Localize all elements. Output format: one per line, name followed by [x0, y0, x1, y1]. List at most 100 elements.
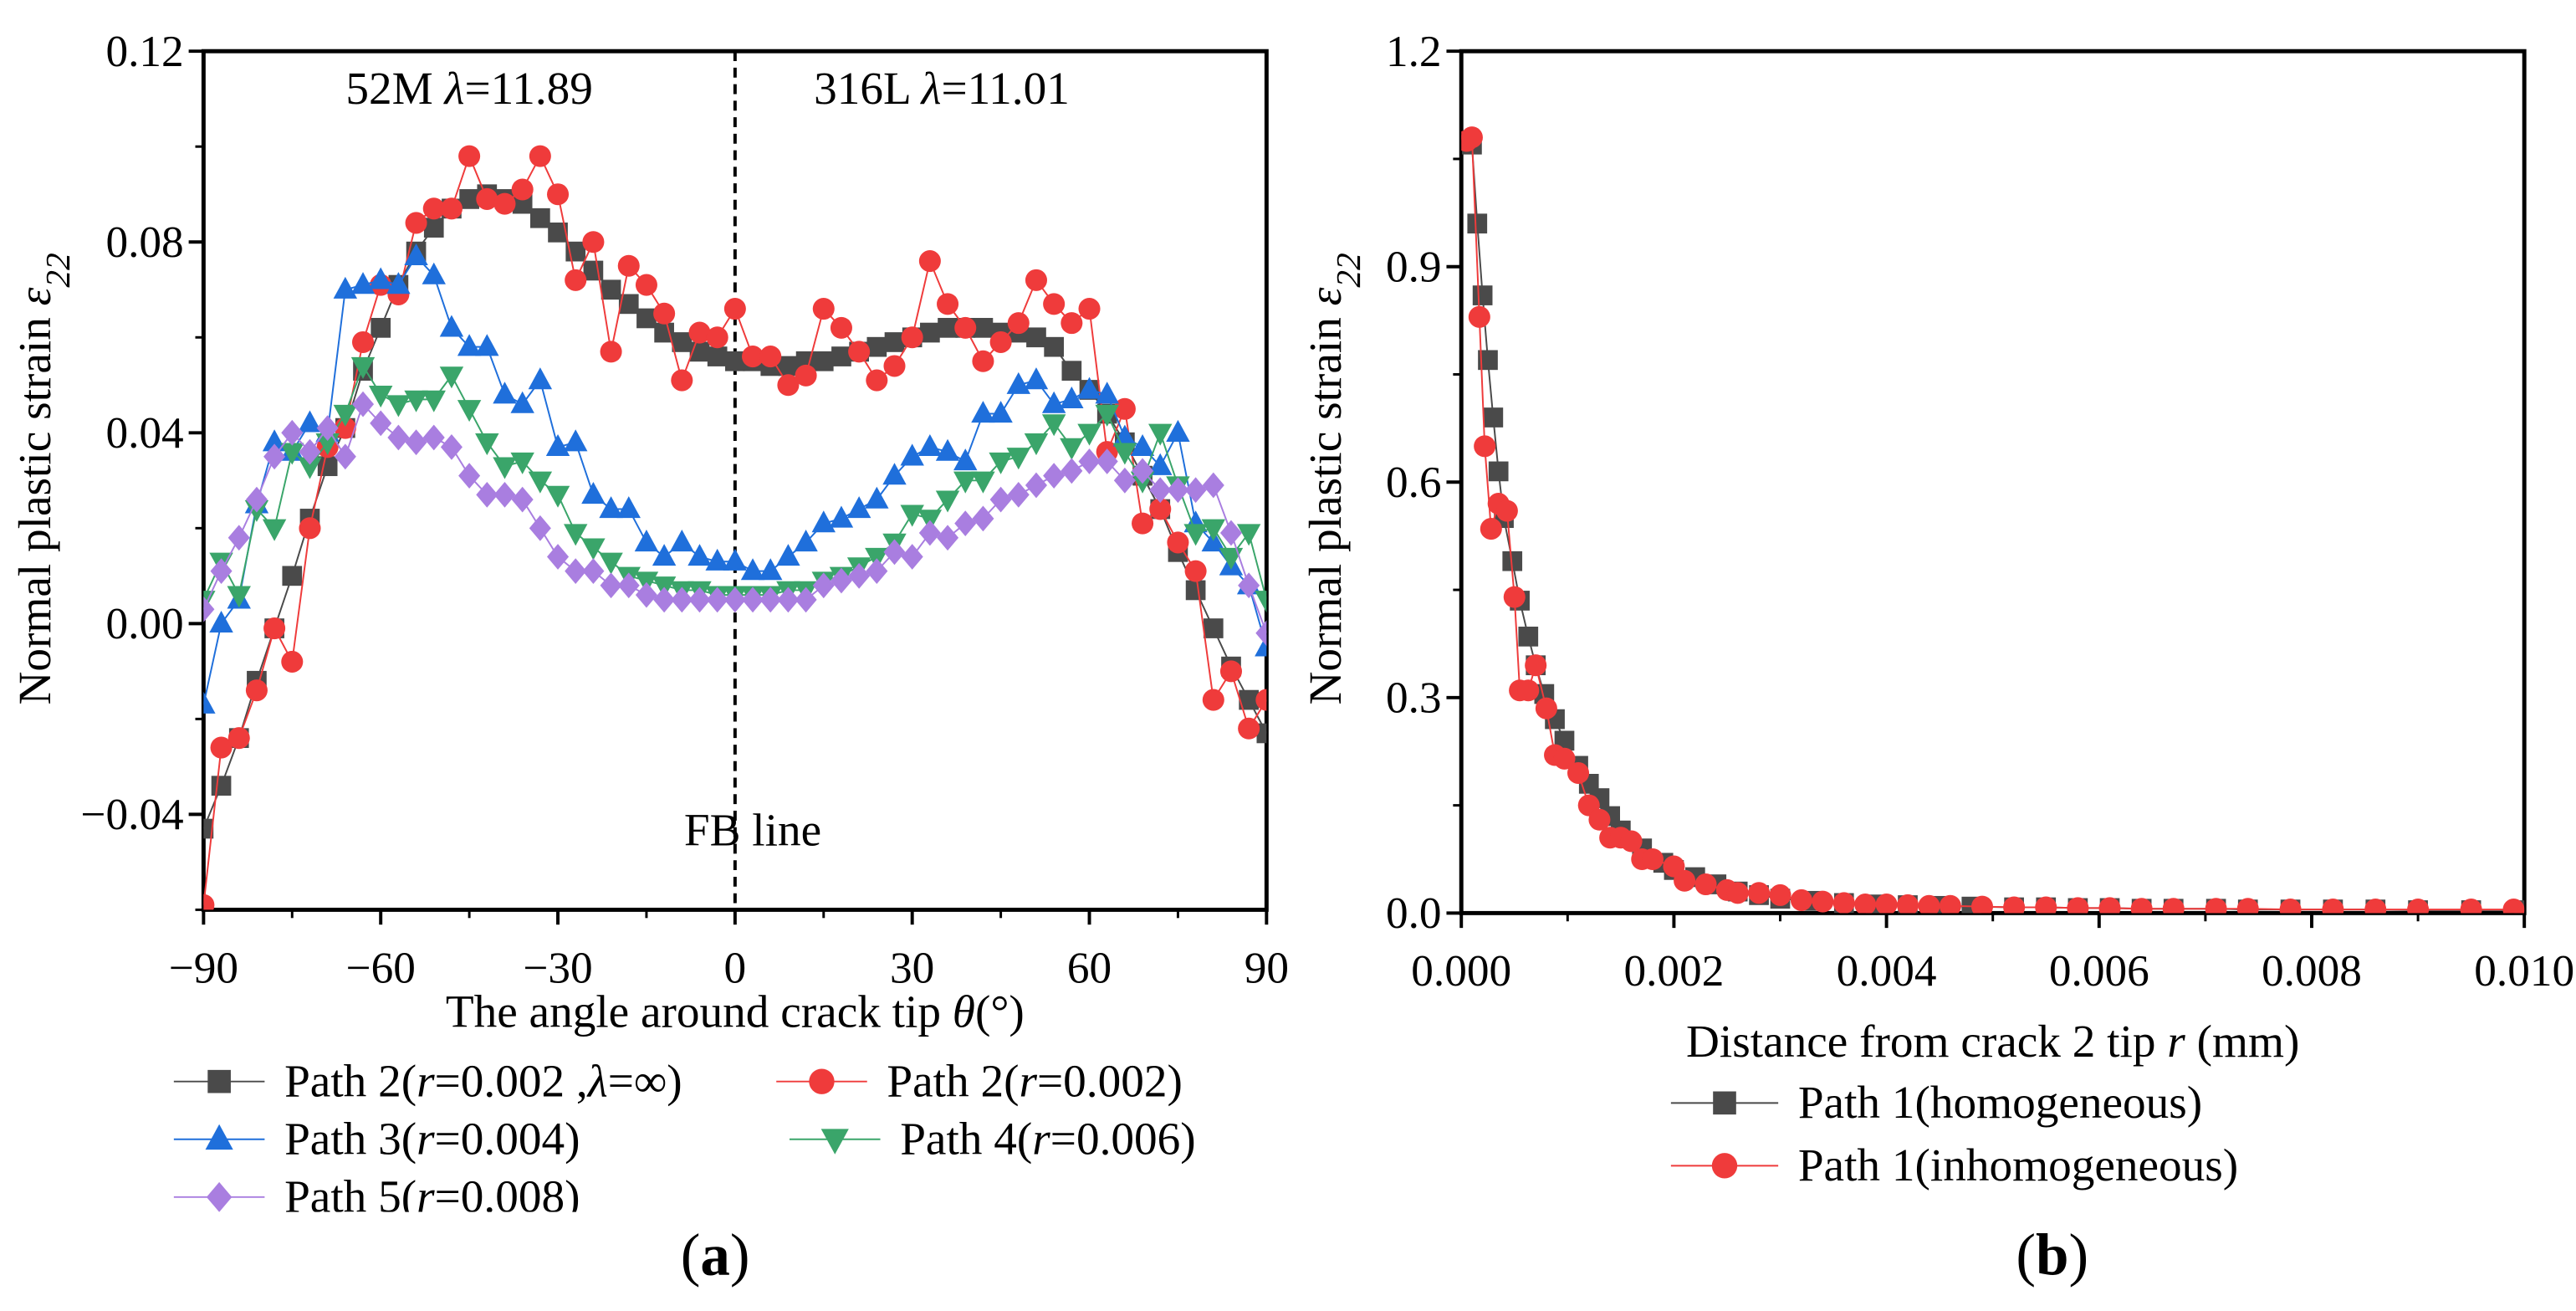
legend-label: Path 5(r=0.008) [284, 1171, 580, 1222]
y-tick-label: 0.04 [105, 408, 183, 458]
data-point [1130, 434, 1155, 457]
data-point [1219, 547, 1244, 570]
data-point [333, 404, 358, 427]
data-point [1483, 407, 1504, 428]
data-point [280, 443, 304, 465]
panel-label: (b) [2016, 1223, 2088, 1288]
data-point [387, 424, 410, 451]
data-point [725, 351, 745, 371]
data-point [1620, 830, 1643, 853]
data-point [1535, 697, 1557, 720]
data-point [1480, 518, 1502, 540]
data-point [935, 490, 960, 513]
data-point [1495, 499, 1518, 522]
data-point [830, 567, 852, 594]
legend: Path 2(r=0.002 ,λ=∞) Path 2(r=0.002) Path … [173, 1055, 1196, 1222]
data-point [1026, 327, 1046, 348]
data-point [740, 558, 765, 581]
chart-panel-a: −90 −60 −30 0 30 60 90 −0.04 0.00 0.04 0.08 0.12 The… [9, 27, 1289, 1288]
y-axis-label: Normal plastic strain ε22 [1300, 253, 1367, 704]
data-point [971, 401, 995, 423]
legend: Path 1(homogeneous) Path 1(inhomogeneous) [1670, 1077, 2238, 1191]
data-point [1918, 894, 1940, 914]
data-point [1025, 269, 1047, 291]
data-point [723, 586, 746, 613]
data-point [2067, 897, 2089, 914]
data-point [795, 364, 817, 387]
data-point [2407, 899, 2430, 914]
legend-marker-icon [205, 1124, 233, 1150]
data-point [1769, 883, 1791, 906]
data-point [1044, 336, 1064, 357]
data-point [1256, 723, 1267, 744]
data-point [263, 617, 286, 640]
data-point [405, 429, 427, 456]
data-point [2460, 899, 2482, 914]
data-point [865, 486, 889, 509]
data-point [529, 145, 551, 167]
data-point [565, 269, 587, 291]
data-point [1007, 312, 1030, 335]
data-point [2322, 899, 2344, 914]
data-point [1060, 386, 1084, 409]
data-point [1641, 848, 1664, 871]
y-axis-label: Normal plastic strain ε22 [9, 253, 77, 704]
data-point [457, 334, 482, 356]
plot-frame [1459, 49, 2527, 915]
data-point [422, 424, 445, 451]
legend-label: Path 2(r=0.002) [887, 1055, 1182, 1106]
data-point [281, 419, 304, 446]
data-point [1149, 498, 1172, 520]
y-tick-label: 1.2 [1386, 27, 1442, 76]
data-point [581, 482, 606, 504]
data-point [2035, 896, 2057, 914]
data-point [1812, 890, 1834, 913]
data-point [1185, 580, 1206, 601]
data-point [2279, 899, 2302, 914]
data-point [547, 544, 570, 570]
data-point [1790, 889, 1812, 911]
series-line [1470, 144, 2525, 911]
data-point [1167, 531, 1189, 554]
data-point [530, 207, 550, 228]
data-point [671, 369, 693, 392]
data-point [493, 457, 517, 479]
data-point [846, 496, 871, 519]
y-tick-label: 0.3 [1386, 673, 1442, 723]
x-tick-label: 0.004 [1837, 946, 1937, 996]
data-point [972, 505, 994, 532]
data-point [616, 496, 641, 519]
data-point [883, 355, 906, 377]
legend-marker-icon [1711, 1153, 1738, 1179]
data-point [688, 321, 711, 344]
data-point [1166, 419, 1190, 442]
data-point [1832, 892, 1855, 914]
data-point [1078, 448, 1101, 474]
data-point [581, 538, 606, 561]
y-tick-label: 0.12 [105, 27, 183, 76]
data-point [1694, 873, 1717, 896]
data-point [1095, 404, 1119, 427]
y-tick-label: −0.04 [80, 790, 183, 839]
data-point [386, 272, 411, 294]
data-point [1970, 895, 1994, 914]
data-point [634, 530, 659, 552]
data-point [636, 308, 657, 329]
data-point [653, 302, 676, 325]
data-point [282, 566, 303, 586]
data-point [759, 558, 783, 581]
series-1 [1462, 134, 2525, 914]
data-point [1567, 761, 1590, 784]
data-point [1024, 367, 1049, 390]
data-point [370, 410, 392, 437]
data-point [954, 510, 977, 537]
data-point [972, 350, 994, 372]
x-tick-label: 90 [1245, 943, 1289, 992]
data-point [203, 591, 216, 613]
data-point [1043, 293, 1066, 315]
data-point [618, 294, 639, 315]
data-point [458, 145, 481, 167]
data-point [203, 894, 215, 910]
legend-marker-icon [207, 1069, 231, 1093]
data-point [1875, 894, 1898, 914]
